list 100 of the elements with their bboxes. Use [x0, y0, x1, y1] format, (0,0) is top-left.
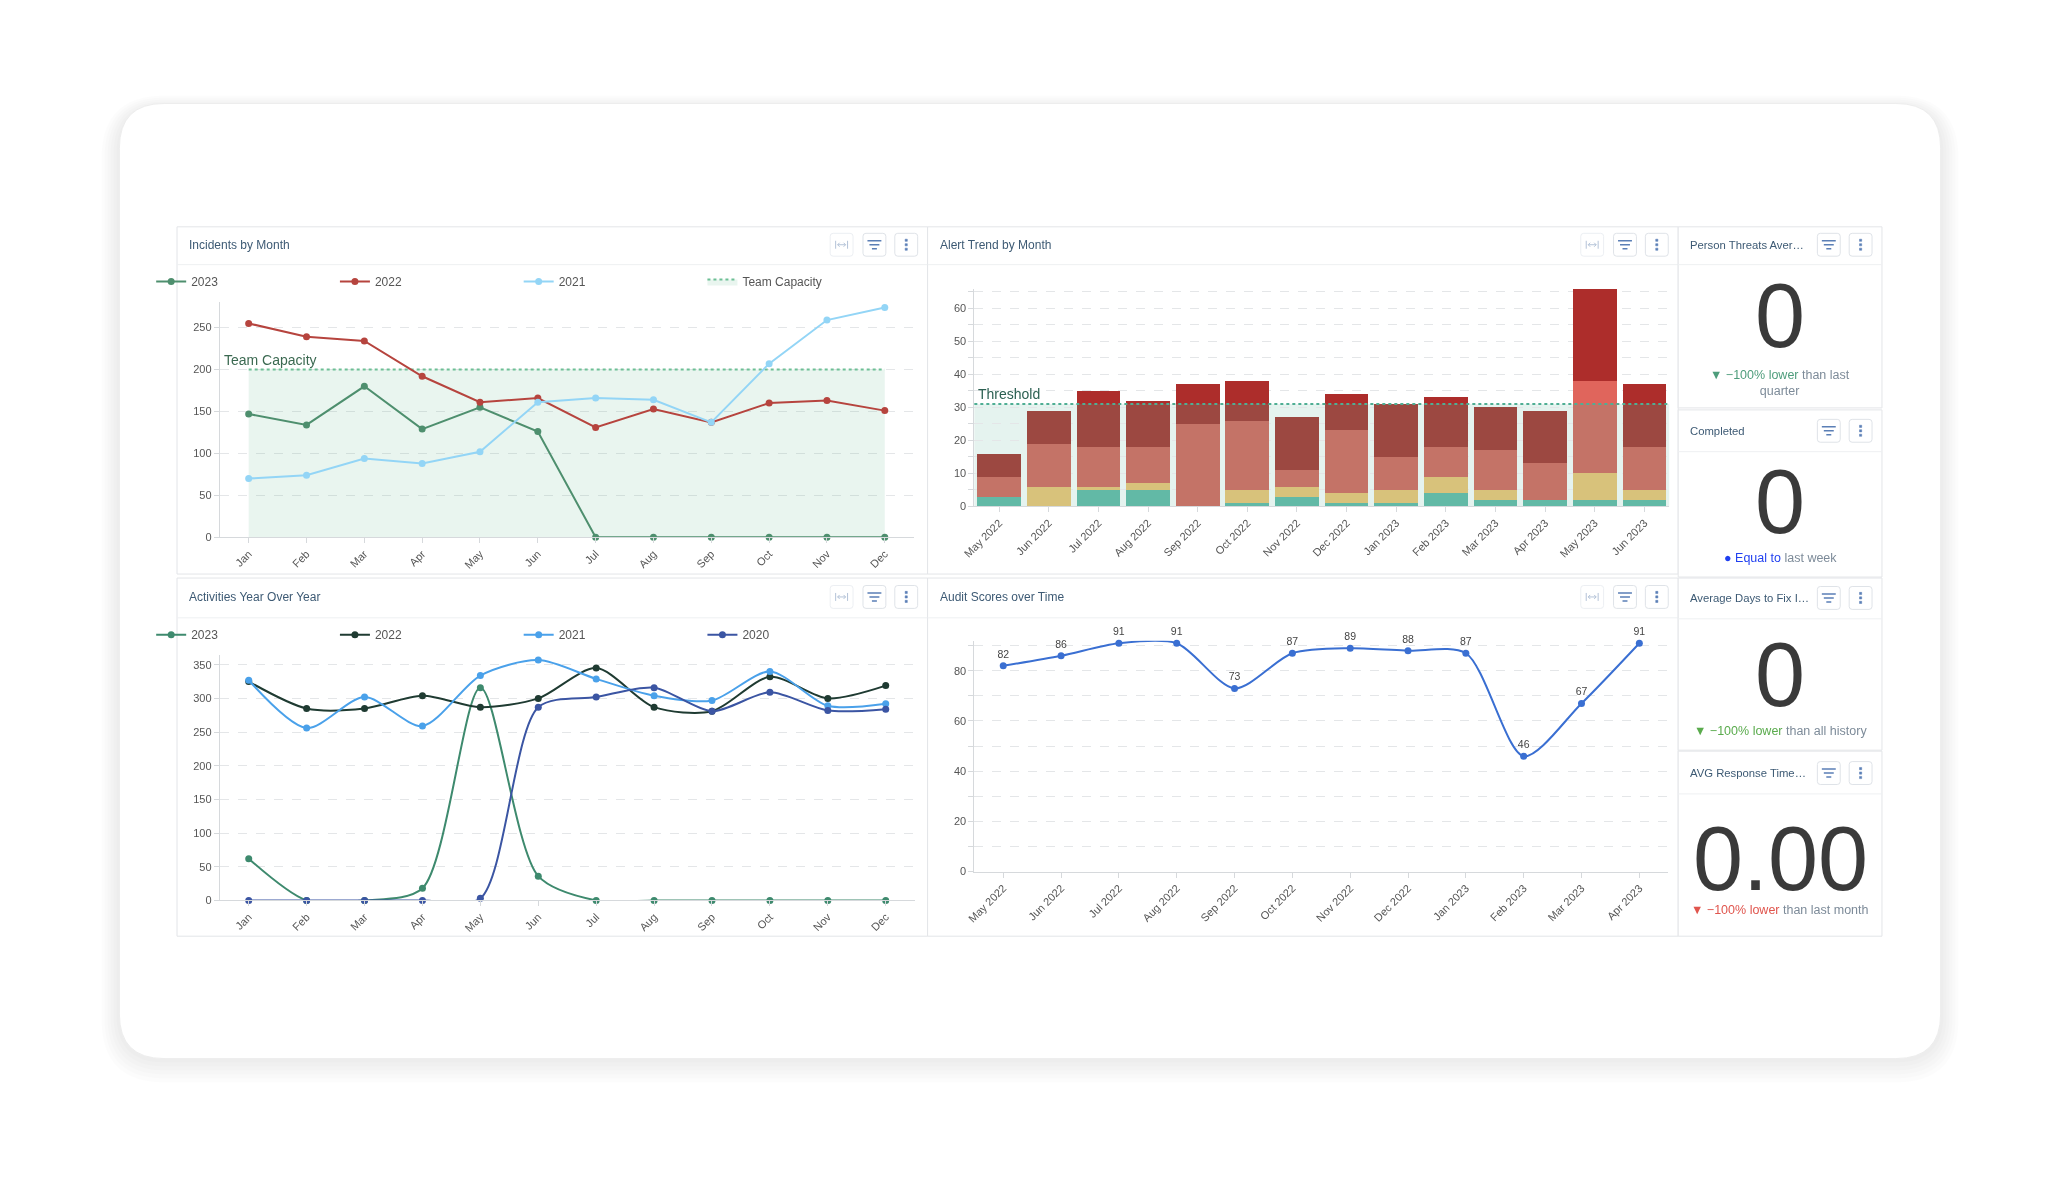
x-tick-label: Feb — [290, 910, 312, 933]
point — [360, 337, 368, 345]
y-tick-label: 50 — [199, 489, 212, 502]
point — [592, 675, 600, 683]
y-tick-label: 0 — [205, 531, 212, 544]
point — [303, 471, 311, 479]
bar — [977, 496, 1021, 507]
point — [418, 425, 426, 433]
y-tick-label: 200 — [193, 759, 212, 772]
bar — [1175, 423, 1220, 507]
legend-label: 2020 — [742, 628, 770, 643]
chart-title: Audit Scores over Time — [940, 590, 1065, 604]
point — [1115, 639, 1123, 647]
data-label: 67 — [1575, 685, 1588, 698]
data-label: 73 — [1228, 670, 1241, 683]
chart-title: Activities Year Over Year — [189, 590, 321, 604]
bar — [1523, 410, 1567, 464]
text: 0 — [1755, 625, 1806, 725]
y-tick-label: 80 — [953, 664, 967, 677]
bar — [1026, 410, 1071, 444]
bar — [1374, 456, 1419, 490]
x-tick-label: Jun — [522, 910, 544, 932]
x-tick-label: Jan — [232, 547, 254, 569]
data-label: 91 — [1113, 625, 1125, 638]
point — [649, 405, 657, 413]
x-tick-label: Nov — [809, 547, 833, 571]
point — [1462, 649, 1470, 657]
bar — [1324, 404, 1369, 431]
x-tick-label: Apr — [407, 910, 428, 932]
point — [1635, 639, 1643, 647]
point — [766, 667, 774, 675]
y-tick-label: 200 — [193, 363, 212, 376]
point — [1520, 752, 1528, 760]
y-tick-label: 100 — [193, 447, 212, 460]
x-tick-label: Oct — [754, 910, 776, 932]
x-tick-label: Aug — [637, 910, 660, 934]
legend-label: 2023 — [191, 275, 219, 290]
bar — [1622, 489, 1667, 500]
bar — [1324, 493, 1369, 504]
x-tick-label: Apr — [406, 547, 428, 569]
bar — [977, 453, 1021, 477]
y-tick-label: 50 — [953, 335, 967, 348]
bar — [977, 476, 1021, 497]
point — [303, 333, 311, 341]
bar — [1473, 450, 1518, 490]
y-tick-label: 50 — [199, 860, 212, 873]
text: Person Threats Aver… — [1690, 239, 1804, 251]
point — [534, 398, 542, 406]
bar — [1324, 430, 1369, 494]
data-label: 89 — [1344, 630, 1357, 643]
y-tick-label: 250 — [193, 321, 212, 334]
bar — [1622, 404, 1667, 447]
point — [361, 693, 369, 701]
x-tick-label: May — [462, 910, 487, 935]
point — [650, 692, 658, 700]
bar — [1076, 486, 1121, 490]
y-tick-label: 150 — [193, 405, 212, 418]
bar — [1374, 404, 1419, 457]
point — [534, 872, 542, 880]
point — [650, 684, 658, 692]
y-tick-label: 60 — [953, 714, 967, 727]
data-label: 88 — [1402, 632, 1415, 645]
bar — [1572, 473, 1617, 500]
bar — [1374, 503, 1419, 507]
bar — [1275, 486, 1319, 497]
text: ▼ −100% lower — [1694, 724, 1783, 738]
point — [476, 703, 484, 711]
text: Average Days to Fix I… — [1690, 592, 1810, 604]
point — [999, 662, 1007, 670]
bar — [1126, 489, 1170, 507]
y-tick-label: 250 — [193, 725, 212, 738]
y-tick-label: 0 — [960, 865, 967, 878]
point — [650, 703, 658, 711]
y-tick-label: 10 — [953, 467, 967, 480]
point — [824, 707, 832, 715]
point — [476, 448, 484, 456]
point — [882, 682, 890, 690]
point — [418, 459, 426, 467]
x-tick-label: Sep — [694, 910, 718, 934]
data-label: 46 — [1517, 738, 1530, 751]
point — [360, 454, 368, 462]
y-tick-label: 20 — [953, 815, 967, 828]
y-tick-label: 30 — [953, 401, 967, 414]
bar — [1324, 394, 1369, 405]
point — [766, 688, 774, 696]
bar — [1026, 443, 1071, 487]
legend-label: 2022 — [374, 275, 402, 290]
text: ▼ −100% lower — [1710, 368, 1799, 382]
point — [649, 396, 657, 404]
point — [823, 316, 831, 324]
point — [1288, 649, 1296, 657]
x-tick-label: Jun — [522, 547, 544, 569]
bar — [1126, 404, 1170, 447]
data-label: 91 — [1170, 625, 1183, 638]
legend-label: Team Capacity — [742, 275, 822, 290]
bar — [1175, 384, 1220, 405]
bar — [1225, 404, 1270, 421]
text: than last month — [1782, 903, 1869, 917]
bar — [1076, 446, 1121, 487]
x-tick-label: Jul — [582, 547, 601, 567]
